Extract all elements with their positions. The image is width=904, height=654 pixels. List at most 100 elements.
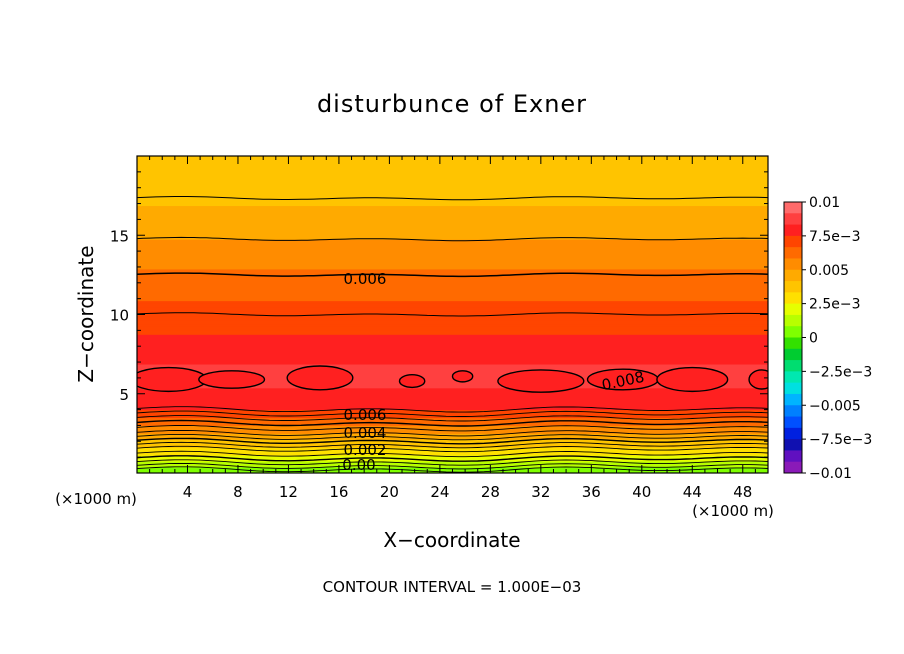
contour-band — [137, 260, 768, 264]
colorbar-swatch — [784, 202, 802, 214]
contour-band — [137, 319, 768, 323]
contour-band — [137, 214, 768, 218]
maximum-cell — [398, 374, 426, 389]
contour-band — [137, 417, 768, 421]
contour-band — [137, 335, 768, 339]
contour-band — [137, 440, 768, 444]
contour-band — [137, 254, 768, 258]
contour-band — [137, 420, 768, 424]
contour-band — [137, 294, 768, 298]
contour-line — [137, 415, 768, 422]
contour-band — [137, 393, 768, 397]
contour-band — [137, 456, 768, 460]
contour-band — [137, 448, 768, 452]
x-tick-label: 48 — [733, 483, 752, 501]
contour-band — [137, 226, 768, 230]
contour-band — [137, 450, 768, 454]
contour-band — [137, 208, 768, 212]
x-tick-label: 36 — [582, 483, 601, 501]
contour-labels: 0.006 0.008 0.006 0.004 0.002 0.00 — [342, 270, 646, 474]
contour-band — [137, 395, 768, 399]
colorbar-swatch — [784, 382, 802, 395]
contour-band — [137, 222, 768, 226]
contour-band — [137, 377, 768, 381]
contour-band — [137, 387, 768, 391]
colorbar-swatch — [784, 235, 802, 248]
contour-band — [137, 212, 768, 216]
contour-line — [137, 425, 768, 432]
contour-band — [137, 205, 768, 209]
contour-lines — [137, 196, 768, 473]
contour-band — [137, 244, 768, 248]
contour-band — [137, 345, 768, 349]
colorbar-swatch — [784, 393, 802, 406]
contour-band — [137, 379, 768, 383]
contour-band — [137, 268, 768, 272]
contour-band — [137, 177, 768, 181]
contour-band — [137, 183, 768, 187]
contour-band — [137, 304, 768, 308]
maximum-cell — [286, 365, 354, 391]
contour-band — [137, 339, 768, 343]
contour-band — [137, 426, 768, 430]
colorbar-swatch — [784, 224, 802, 237]
colorbar-swatch — [784, 269, 802, 282]
contour-band — [137, 161, 768, 165]
contour-band — [137, 187, 768, 191]
y-unit-label: (×1000 m) — [55, 490, 137, 508]
maximum-cell — [137, 366, 208, 393]
contour-band — [137, 266, 768, 270]
colorbar-label: 0 — [809, 331, 818, 347]
contour-band — [137, 409, 768, 413]
contour-band — [137, 163, 768, 167]
contour-band — [137, 234, 768, 238]
contour-line — [137, 406, 768, 413]
colorbar-swatch — [784, 292, 802, 305]
colorbar-label: 2.5e−3 — [809, 297, 861, 313]
contour-band — [137, 323, 768, 327]
contour-line — [137, 445, 768, 453]
contour-band — [137, 296, 768, 300]
y-axis-title: Z−coordinate — [74, 245, 98, 382]
contour-line — [137, 455, 768, 462]
contour-band — [137, 302, 768, 306]
contour-line — [137, 196, 768, 201]
colorbar-swatch — [784, 348, 802, 361]
contour-band — [137, 240, 768, 244]
contour-band — [137, 216, 768, 220]
contour-band — [137, 179, 768, 183]
contour-band — [137, 167, 768, 171]
maximum-cell — [497, 369, 585, 393]
contour-band — [137, 272, 768, 276]
contour-band — [137, 399, 768, 403]
colorbar-swatch — [784, 360, 802, 372]
contour-label: 0.006 — [344, 406, 387, 424]
chart-title: disturbunce of Exner — [317, 90, 587, 118]
colorbar-swatch — [784, 439, 802, 451]
x-tick-label: 32 — [531, 483, 550, 501]
contour-band — [137, 242, 768, 246]
contour-band — [137, 371, 768, 375]
colorbar-label: −0.005 — [809, 398, 861, 414]
contour-band — [137, 250, 768, 254]
x-tick-label: 28 — [481, 483, 500, 501]
contour-band — [137, 452, 768, 456]
contour-band — [137, 210, 768, 214]
x-axis: 4 8 12 16 20 24 28 32 36 40 44 48 — [149, 156, 756, 501]
contour-band — [137, 391, 768, 395]
maximum-cell — [451, 370, 474, 383]
colorbar-swatch — [784, 314, 802, 327]
colorbar-swatch — [784, 326, 802, 338]
contour-band — [137, 361, 768, 365]
contour-band — [137, 201, 768, 205]
colorbar-swatch — [784, 371, 802, 384]
contour-band — [137, 207, 768, 210]
contour-band — [137, 236, 768, 240]
contour-band — [137, 383, 768, 387]
maximum-cells — [137, 365, 768, 393]
contour-band — [137, 262, 768, 266]
colorbar-label: −2.5e−3 — [809, 364, 872, 380]
contour-band — [137, 343, 768, 347]
contour-band — [137, 337, 768, 341]
